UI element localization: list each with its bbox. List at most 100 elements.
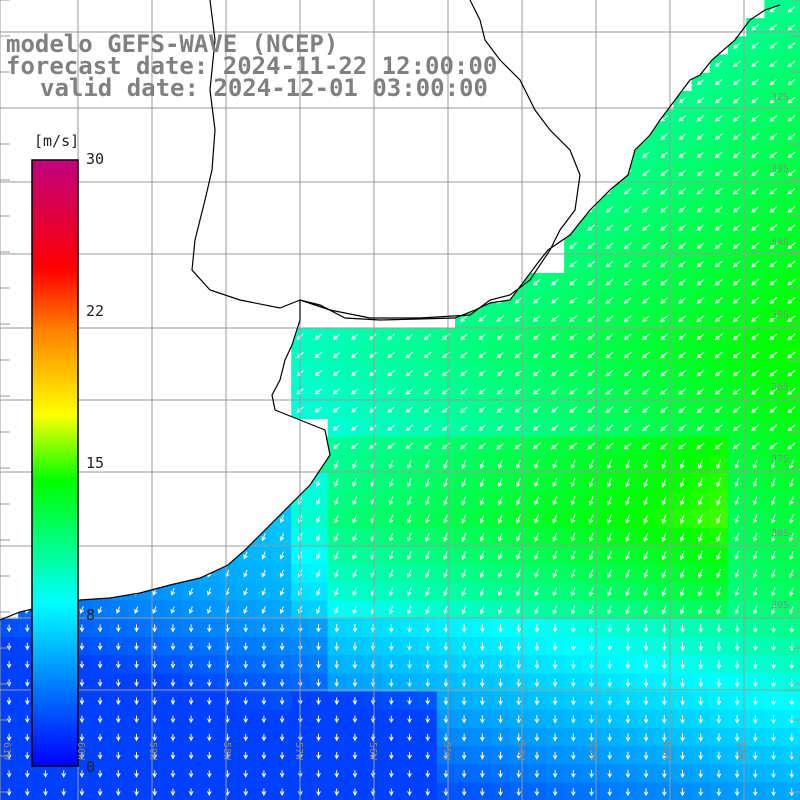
wind-arrow — [532, 369, 541, 377]
wind-arrow — [607, 642, 613, 652]
wind-arrow — [771, 660, 776, 670]
wind-arrow — [698, 550, 703, 561]
wind-arrow — [680, 769, 685, 779]
wind-arrow — [459, 370, 468, 377]
wind-arrow — [678, 406, 687, 414]
wind-arrow — [279, 697, 285, 706]
wind-arrow — [770, 587, 776, 597]
wind-arrow — [443, 550, 448, 561]
wind-arrow — [461, 751, 467, 760]
wind-arrow — [188, 715, 194, 724]
wind-arrow — [316, 532, 321, 542]
wind-arrow — [334, 496, 339, 506]
wind-arrow — [643, 587, 649, 597]
latitude-label: 34S — [771, 237, 790, 248]
wind-arrow — [696, 242, 705, 250]
wind-arrow — [678, 169, 687, 177]
wind-arrow — [769, 60, 778, 68]
wind-arrow — [206, 697, 212, 706]
wind-arrow — [661, 751, 667, 761]
wind-arrow — [589, 696, 594, 706]
wind-arrow — [680, 678, 685, 688]
wind-arrow — [206, 788, 212, 797]
wind-arrow — [24, 661, 30, 669]
wind-arrow — [443, 569, 448, 579]
wind-arrow — [698, 514, 703, 525]
wind-arrow — [316, 679, 321, 687]
wind-arrow — [588, 477, 594, 488]
wind-arrow — [316, 752, 321, 760]
wind-arrow — [787, 260, 796, 268]
wind-arrow — [643, 660, 649, 670]
wind-arrow — [570, 605, 576, 615]
wind-arrow — [732, 206, 741, 213]
wind-arrow — [789, 623, 795, 634]
wind-arrow — [661, 550, 667, 561]
wind-arrow — [479, 587, 485, 597]
wind-arrow — [716, 623, 722, 634]
wind-arrow — [769, 115, 778, 122]
wind-arrow — [625, 715, 631, 724]
wind-arrow — [734, 769, 740, 779]
wind-arrow — [443, 770, 449, 778]
wind-arrow — [607, 733, 613, 742]
wind-arrow — [115, 679, 121, 687]
wind-arrow — [425, 532, 430, 542]
wind-arrow — [334, 752, 340, 760]
wind-arrow — [423, 370, 432, 377]
longitude-label: 55W — [441, 742, 452, 761]
wind-arrow — [678, 187, 687, 195]
wind-arrow — [698, 751, 704, 761]
wind-arrow — [734, 696, 740, 706]
land-mass-south — [0, 0, 330, 620]
wind-arrow — [641, 151, 650, 159]
wind-arrow — [769, 406, 778, 414]
wind-arrow — [516, 496, 521, 506]
wind-arrow — [751, 60, 759, 68]
wind-arrow — [497, 587, 503, 597]
wind-arrow — [698, 605, 703, 615]
wind-arrow — [334, 733, 340, 742]
wind-arrow — [443, 496, 448, 506]
wind-arrow — [607, 769, 613, 779]
wind-arrow — [605, 206, 614, 213]
wind-arrow — [479, 514, 485, 524]
wind-arrow — [316, 660, 321, 669]
wind-arrow — [134, 697, 139, 706]
wind-arrow — [716, 733, 722, 742]
wind-arrow — [605, 369, 614, 377]
wind-arrow — [787, 6, 796, 13]
wind-arrow — [459, 442, 468, 450]
wind-arrow — [605, 333, 614, 341]
wind-arrow — [498, 642, 503, 652]
wind-arrow — [587, 224, 596, 231]
wind-arrow — [678, 388, 687, 395]
wind-arrow — [732, 187, 741, 195]
wind-arrow — [789, 696, 795, 706]
wind-arrow — [334, 532, 339, 542]
wind-arrow — [660, 297, 669, 304]
latitude-label: 32S — [771, 92, 790, 103]
wind-arrow — [115, 715, 121, 724]
wind-arrow — [388, 733, 394, 742]
wind-arrow — [732, 278, 741, 286]
wind-arrow — [552, 550, 558, 561]
wind-arrow — [170, 733, 176, 742]
wind-arrow — [170, 788, 176, 797]
wind-arrow — [350, 333, 359, 341]
wind-arrow — [79, 642, 85, 651]
wind-arrow — [678, 151, 687, 159]
wind-arrow — [534, 587, 539, 597]
wind-arrow — [550, 442, 559, 450]
wind-arrow — [587, 315, 596, 322]
wind-arrow — [771, 696, 776, 706]
wind-arrow — [334, 514, 339, 524]
wind-arrow — [751, 42, 759, 49]
wind-arrow — [316, 605, 321, 615]
wind-arrow — [732, 78, 741, 86]
wind-arrow — [625, 459, 631, 470]
wind-arrow — [152, 624, 158, 633]
wind-arrow — [751, 96, 760, 104]
wind-arrow — [332, 370, 341, 377]
